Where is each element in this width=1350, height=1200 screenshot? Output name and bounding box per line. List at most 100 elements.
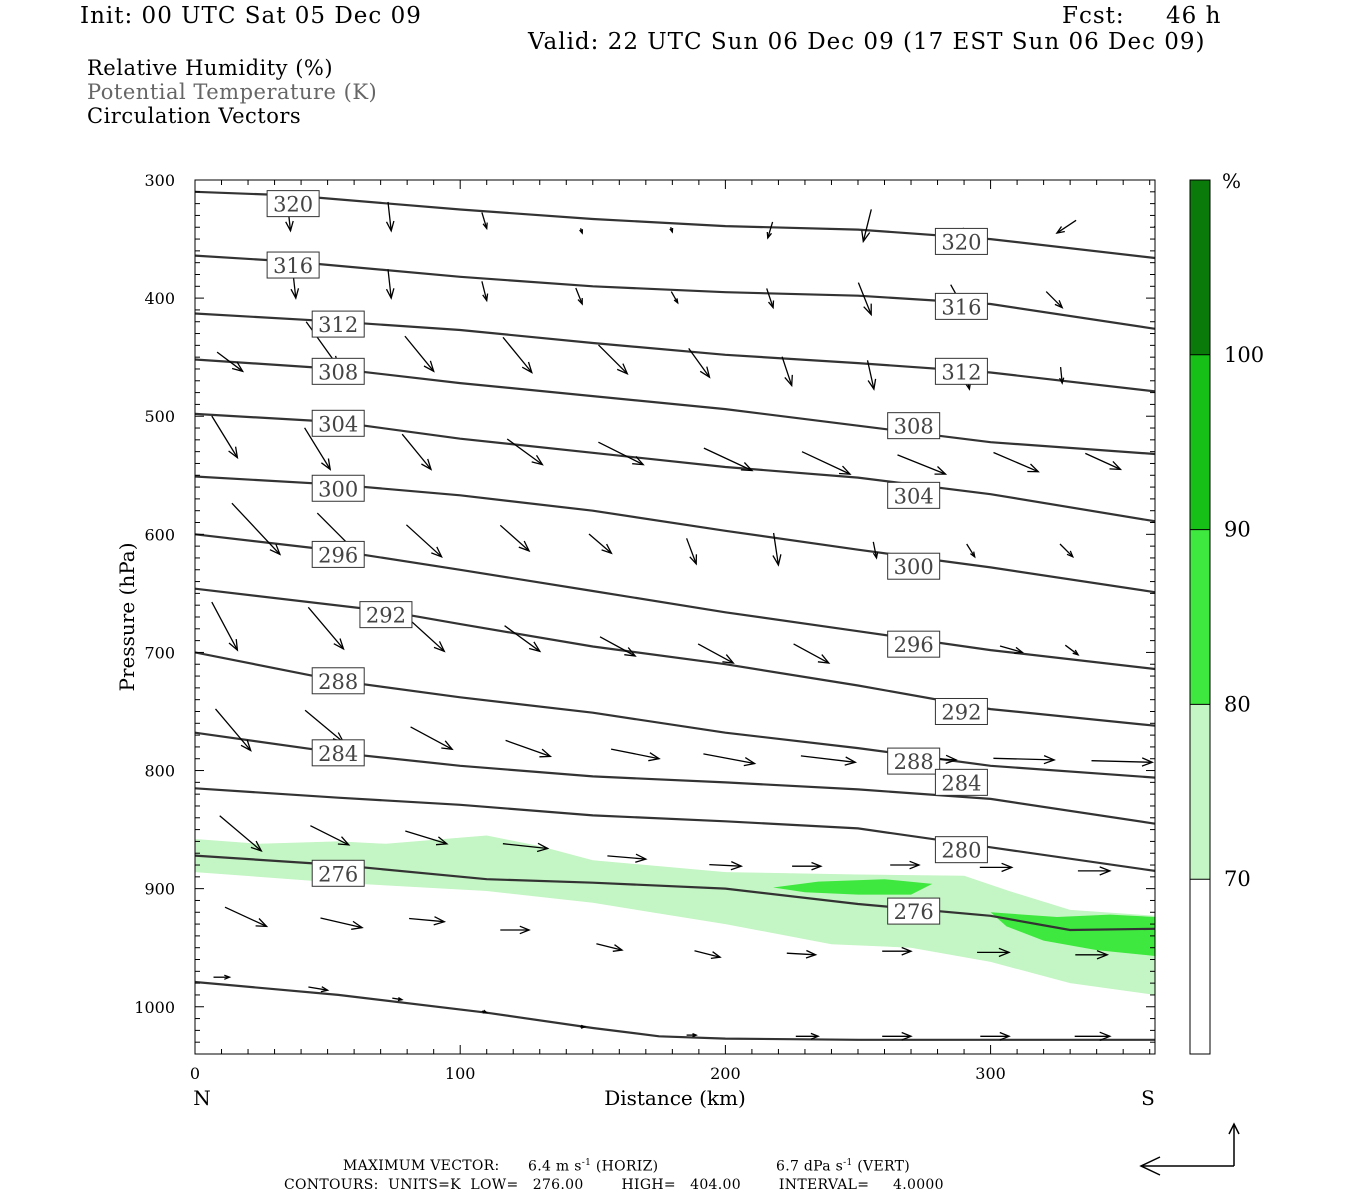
circulation-vector bbox=[502, 842, 550, 853]
vector-shaft bbox=[703, 753, 755, 765]
vector-shaft bbox=[688, 348, 711, 378]
circulation-vector bbox=[405, 524, 443, 558]
circulation-vector bbox=[499, 524, 531, 553]
circulation-vector bbox=[793, 643, 831, 664]
vector-shaft bbox=[1154, 225, 1155, 227]
vector-shaft bbox=[304, 427, 331, 470]
relative-humidity-shading bbox=[195, 835, 1155, 995]
vector-head bbox=[810, 1032, 820, 1040]
contour-label: 308 bbox=[894, 415, 934, 439]
vector-shaft bbox=[401, 433, 432, 470]
vector-head bbox=[1109, 460, 1123, 471]
y-tick-label: 500 bbox=[144, 407, 175, 426]
vector-shaft bbox=[310, 825, 350, 846]
circulation-vector bbox=[890, 860, 921, 870]
vector-shaft bbox=[504, 625, 541, 652]
vector-shaft bbox=[999, 645, 1023, 654]
vector-shaft bbox=[866, 360, 875, 390]
colorbar-label: 100 bbox=[1224, 343, 1264, 367]
circulation-vector bbox=[304, 427, 332, 471]
vector-shaft bbox=[786, 952, 816, 956]
contour-labels: 320 320 316 316 312 312 308 308 304 304 300 300 296 2… bbox=[266, 190, 988, 925]
circulation-vector bbox=[310, 825, 351, 846]
vector-head bbox=[710, 951, 722, 960]
circulation-vector bbox=[392, 997, 404, 1002]
contour-label-box bbox=[266, 190, 320, 218]
circulation-vector bbox=[993, 755, 1056, 765]
y-tick-label: 900 bbox=[144, 880, 175, 899]
vector-head bbox=[811, 861, 823, 871]
vector-head bbox=[433, 641, 446, 653]
circulation-vector bbox=[211, 415, 239, 460]
vector-head bbox=[351, 920, 364, 930]
contour-label: 312 bbox=[941, 360, 981, 384]
circulation-vector bbox=[1045, 291, 1064, 309]
circulation-vector bbox=[599, 636, 637, 657]
vector-shaft bbox=[231, 502, 281, 555]
vector-shaft bbox=[219, 815, 262, 852]
circulation-vector bbox=[588, 533, 613, 555]
vector-head bbox=[673, 298, 679, 305]
contour-label-box bbox=[934, 697, 988, 725]
colorbar-label: 90 bbox=[1224, 518, 1251, 542]
colorbar-unit: % bbox=[1222, 169, 1241, 193]
vector-head bbox=[768, 300, 775, 310]
contour-label: 284 bbox=[318, 742, 358, 766]
contour-label: 292 bbox=[366, 604, 406, 628]
vector-shaft bbox=[610, 748, 660, 760]
vector-head bbox=[669, 227, 674, 234]
vector-head bbox=[1059, 377, 1065, 385]
contour-label-box bbox=[887, 630, 941, 658]
vector-head bbox=[518, 540, 531, 553]
contour-label-box bbox=[359, 601, 413, 629]
circulation-vector bbox=[502, 336, 533, 374]
circulation-vector bbox=[688, 348, 711, 379]
circulation-vector bbox=[1059, 367, 1065, 385]
contour-label: 300 bbox=[894, 555, 934, 579]
vector-head bbox=[970, 551, 976, 559]
circulation-vector bbox=[408, 618, 446, 653]
vector-shaft bbox=[1056, 219, 1077, 234]
circulation-vector bbox=[481, 1009, 489, 1014]
vector-head bbox=[435, 836, 449, 846]
contour-label: 300 bbox=[318, 477, 358, 501]
colorbar-segment bbox=[1190, 529, 1210, 705]
vector-shaft bbox=[598, 344, 628, 375]
y-tick-label: 1000 bbox=[134, 998, 175, 1017]
vector-head bbox=[1055, 226, 1065, 235]
vector-head bbox=[722, 654, 735, 664]
vector-head bbox=[1066, 550, 1075, 559]
vector-head bbox=[1153, 224, 1155, 228]
horiz-unit: (HORIZ) bbox=[595, 1158, 659, 1175]
colorbar-segment bbox=[1190, 180, 1210, 355]
vector-shaft bbox=[505, 739, 551, 758]
vector-shaft bbox=[897, 454, 946, 475]
colorbar-label: 80 bbox=[1224, 692, 1251, 716]
max-vector-horiz: 6.4 m s-1 (HORIZ) bbox=[528, 1158, 658, 1175]
vector-shaft bbox=[800, 755, 856, 763]
vector-head bbox=[531, 454, 544, 466]
vector-head bbox=[861, 230, 871, 244]
vector-head bbox=[1054, 300, 1064, 309]
vector-shaft bbox=[215, 708, 252, 751]
vector-shaft bbox=[588, 533, 612, 554]
circulation-vector bbox=[579, 228, 584, 235]
contour-label-box bbox=[934, 768, 988, 796]
circulation-vector bbox=[686, 1032, 698, 1038]
y-tick-label: 600 bbox=[144, 525, 175, 544]
contour-label-box bbox=[887, 897, 941, 925]
circulation-vector bbox=[409, 916, 447, 926]
x-axis-title: Distance (km) bbox=[604, 1086, 746, 1110]
circulation-vector bbox=[607, 853, 648, 863]
vector-shaft bbox=[307, 606, 344, 650]
vector-shaft bbox=[211, 601, 238, 651]
vector-head bbox=[482, 1009, 489, 1014]
circulation-vector bbox=[966, 543, 976, 559]
contour-label-box bbox=[311, 540, 365, 568]
contour-label-box bbox=[887, 412, 941, 440]
vector-shaft bbox=[966, 543, 976, 558]
contour-label-box bbox=[934, 836, 988, 864]
init-time: Init: 00 UTC Sat 05 Dec 09 bbox=[80, 3, 422, 29]
contour-label: 312 bbox=[318, 313, 358, 337]
vector-shaft bbox=[499, 524, 530, 552]
